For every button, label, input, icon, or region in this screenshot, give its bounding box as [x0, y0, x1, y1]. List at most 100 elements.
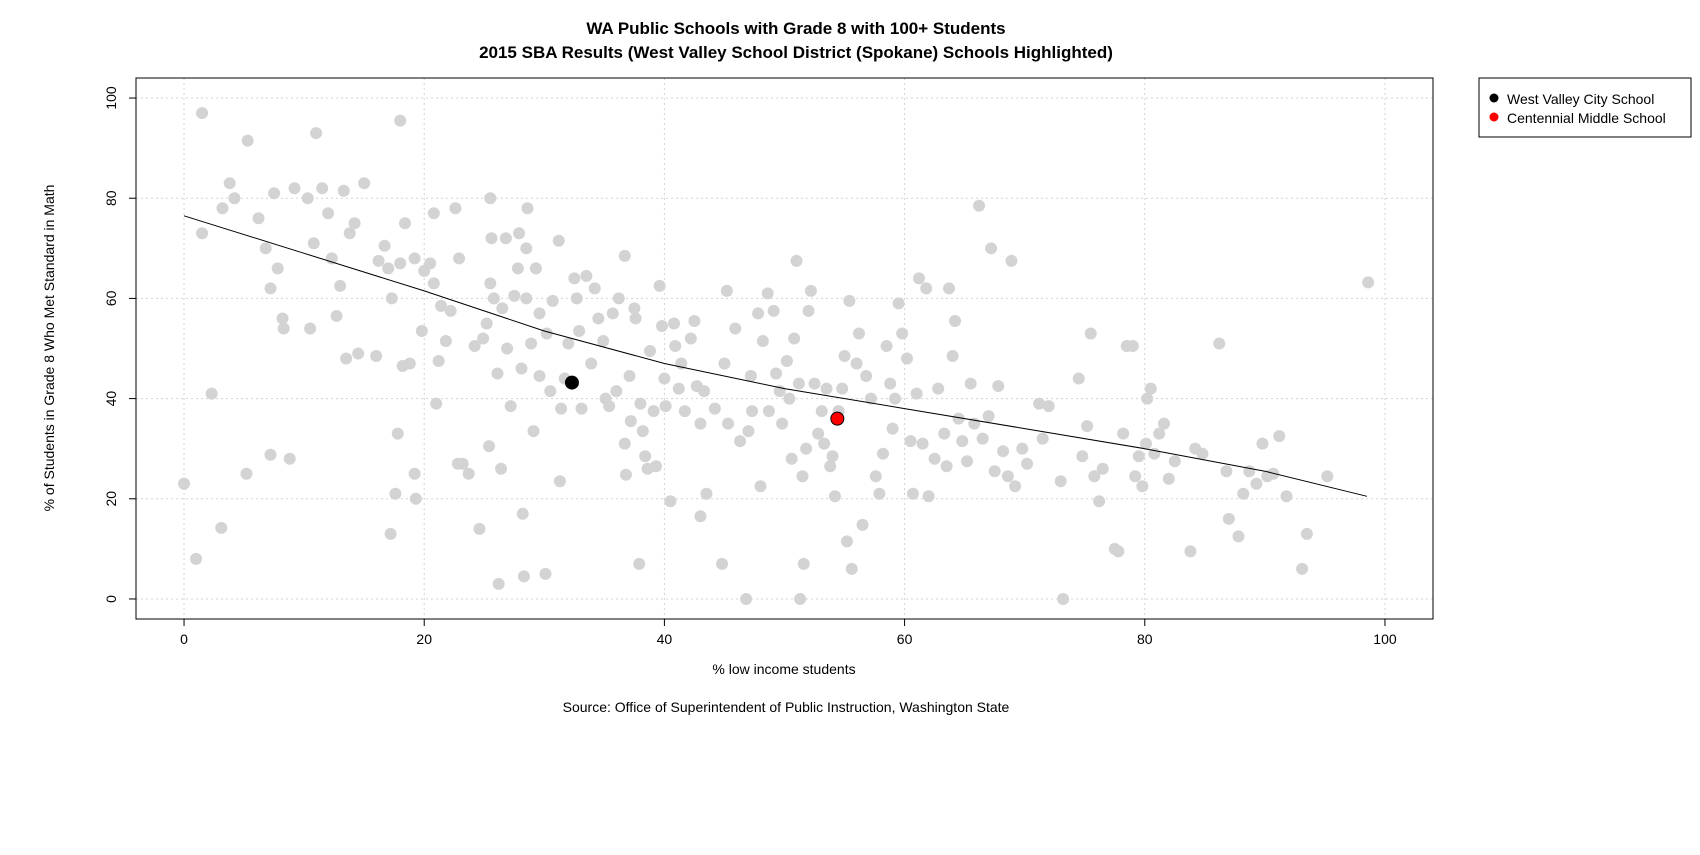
data-point — [623, 370, 636, 383]
legend-marker-west-valley — [1489, 93, 1499, 103]
data-point — [826, 450, 839, 463]
data-point — [473, 522, 486, 535]
data-point — [880, 339, 893, 352]
data-point — [888, 392, 901, 405]
data-point — [818, 437, 831, 450]
data-point — [1033, 397, 1046, 410]
data-point — [240, 467, 253, 480]
data-point — [562, 337, 575, 350]
data-point — [223, 177, 236, 190]
data-point — [432, 355, 445, 368]
data-point — [348, 217, 361, 230]
data-point — [546, 294, 559, 307]
data-point — [301, 192, 314, 205]
data-point — [973, 199, 986, 212]
data-point — [1273, 430, 1286, 443]
data-point — [684, 332, 697, 345]
data-point — [1296, 562, 1309, 575]
data-point — [264, 282, 277, 295]
data-point — [756, 334, 769, 347]
data-point — [196, 227, 209, 240]
data-point — [629, 312, 642, 325]
x-tick-label: 60 — [897, 631, 913, 647]
data-point — [734, 435, 747, 448]
data-point — [439, 334, 452, 347]
data-point — [770, 367, 783, 380]
data-point — [520, 292, 533, 305]
data-point — [864, 392, 877, 405]
data-point — [430, 397, 443, 410]
data-point — [508, 289, 521, 302]
data-point — [1237, 487, 1250, 500]
data-point — [664, 495, 677, 508]
data-point — [585, 357, 598, 370]
data-point — [850, 357, 863, 370]
data-point — [382, 262, 395, 275]
trend-line-layer — [183, 215, 1368, 497]
data-point — [1132, 450, 1145, 463]
data-point — [334, 279, 347, 292]
data-point — [588, 282, 601, 295]
highlighted-point — [564, 375, 579, 390]
data-point — [504, 400, 517, 413]
data-point — [838, 350, 851, 363]
data-point — [767, 304, 780, 317]
data-point — [647, 405, 660, 418]
data-point — [740, 592, 753, 605]
data-point — [812, 427, 825, 440]
data-point — [277, 322, 290, 335]
data-point — [856, 518, 869, 531]
data-point — [304, 322, 317, 335]
data-point — [752, 307, 765, 320]
background-points — [178, 107, 1375, 605]
data-point — [1220, 465, 1233, 478]
data-point — [1157, 417, 1170, 430]
x-tick-label: 20 — [416, 631, 432, 647]
data-point — [580, 269, 593, 282]
data-point — [618, 249, 631, 262]
data-point — [1005, 254, 1018, 267]
data-point — [742, 425, 755, 438]
data-point — [840, 535, 853, 548]
data-point — [372, 254, 385, 267]
data-point — [606, 307, 619, 320]
data-point — [1362, 276, 1375, 289]
data-point — [337, 184, 350, 197]
data-point — [468, 339, 481, 352]
data-point — [575, 402, 588, 415]
data-point — [653, 279, 666, 292]
y-tick-label: 0 — [103, 595, 119, 603]
data-point — [259, 242, 272, 255]
data-point — [196, 107, 209, 120]
data-point — [976, 432, 989, 445]
data-point — [802, 304, 815, 317]
data-point — [762, 405, 775, 418]
data-point — [568, 272, 581, 285]
data-point — [1184, 545, 1197, 558]
data-point — [352, 347, 365, 360]
highlighted-point — [830, 411, 845, 426]
data-point — [708, 402, 721, 415]
data-point — [408, 467, 421, 480]
data-point — [892, 297, 905, 310]
data-point — [1222, 512, 1235, 525]
data-point — [1256, 437, 1269, 450]
data-point — [555, 402, 568, 415]
data-point — [456, 457, 469, 470]
data-point — [330, 309, 343, 322]
data-point — [636, 425, 649, 438]
data-point — [650, 460, 663, 473]
data-point — [1009, 480, 1022, 493]
data-point — [1054, 475, 1067, 488]
legend-label-west-valley: West Valley City School — [1507, 91, 1654, 107]
data-point — [1250, 477, 1263, 490]
data-point — [824, 460, 837, 473]
data-point — [961, 455, 974, 468]
x-tick-label: 40 — [657, 631, 673, 647]
data-point — [1093, 495, 1106, 508]
data-point — [794, 592, 807, 605]
data-point — [1243, 465, 1256, 478]
data-point — [1076, 450, 1089, 463]
data-point — [610, 385, 623, 398]
